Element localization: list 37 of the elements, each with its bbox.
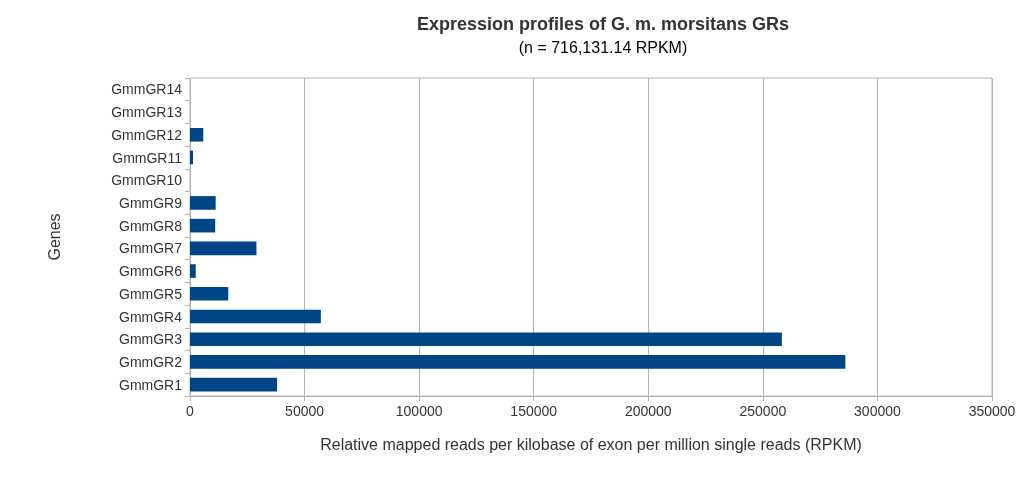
y-tick-label: GmmGR9 (119, 194, 183, 211)
y-tick-label: GmmGR8 (119, 217, 183, 234)
bar (190, 286, 229, 301)
x-tick-label: 100000 (395, 403, 443, 419)
y-tick-label: GmmGR14 (111, 81, 183, 98)
bar (190, 264, 196, 278)
bar (190, 377, 278, 392)
y-tick-label: GmmGR2 (119, 353, 183, 370)
y-tick-label: GmmGR13 (111, 104, 183, 121)
bar (190, 196, 216, 210)
y-tick-label: GmmGR12 (111, 126, 183, 143)
x-axis-title: Relative mapped reads per kilobase of exon per million single reads (RPKM) (320, 435, 862, 453)
x-tick-label: 0 (186, 403, 195, 419)
bar (190, 127, 204, 142)
bar (190, 355, 846, 369)
chart-title: Expression profiles of G. m. morsitans GRs (416, 14, 790, 34)
y-tick-label: GmmGR10 (111, 172, 183, 189)
y-tick-label: GmmGR4 (119, 308, 183, 325)
x-tick-label: 200000 (624, 403, 672, 419)
bar (190, 218, 216, 233)
y-tick-label: GmmGR11 (112, 149, 183, 166)
chart-subtitle: (n = 716,131.14 RPKM) (518, 38, 688, 56)
y-tick-label: GmmGR5 (119, 285, 183, 302)
x-tick-label: 50000 (285, 403, 325, 419)
y-tick-label: GmmGR3 (119, 331, 183, 348)
y-tick-label: GmmGR1 (119, 376, 183, 393)
y-tick-label: GmmGR7 (119, 240, 183, 257)
x-tick-label: 350000 (968, 403, 1016, 419)
y-tick-label: GmmGR6 (119, 263, 183, 280)
bar (190, 241, 257, 256)
x-tick-label: 300000 (854, 403, 901, 419)
bar (190, 150, 193, 165)
bar (190, 309, 321, 324)
y-axis-title: Genes (45, 213, 63, 261)
x-tick-label: 150000 (510, 403, 558, 419)
x-tick-label: 250000 (739, 403, 787, 419)
bar (190, 332, 782, 347)
